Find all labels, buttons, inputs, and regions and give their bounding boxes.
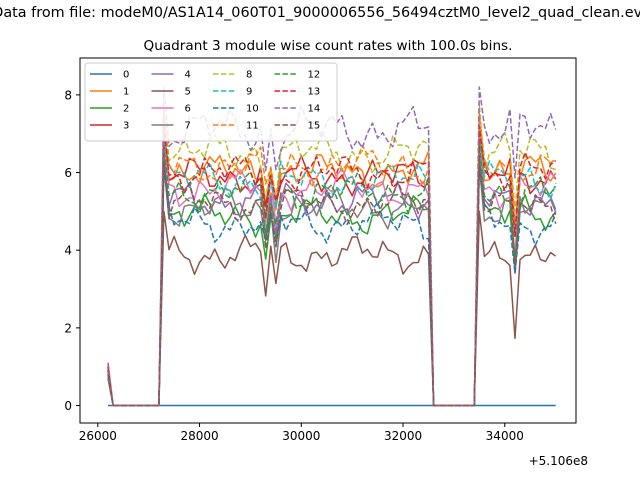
legend-label-7: 7 — [185, 121, 191, 132]
x-tick-label-32000: 32000 — [384, 429, 422, 443]
legend-label-2: 2 — [123, 104, 129, 115]
legend-label-14: 14 — [308, 104, 321, 115]
y-tick-label-2: 2 — [64, 321, 72, 335]
plot-area: 26000 28000 30000 32000 34000024680123456789… — [64, 57, 577, 443]
x-tick-label-28000: 28000 — [180, 429, 218, 443]
legend-label-12: 12 — [308, 70, 321, 81]
chart-title: Quadrant 3 module wise count rates with … — [144, 38, 513, 54]
series-line-14 — [107, 86, 557, 407]
legend-label-11: 11 — [246, 121, 259, 132]
legend-label-1: 1 — [123, 87, 129, 98]
legend-label-6: 6 — [185, 104, 191, 115]
legend-label-9: 9 — [246, 87, 252, 98]
legend-label-0: 0 — [123, 70, 129, 81]
y-tick-label-6: 6 — [64, 166, 72, 180]
plot-frame — [79, 57, 577, 424]
series-line-5 — [107, 210, 557, 407]
series-lines — [107, 86, 557, 407]
legend-label-5: 5 — [185, 87, 191, 98]
x-tick-label-26000: 26000 — [79, 429, 117, 443]
series-line-3 — [107, 136, 557, 407]
x-tick-label-34000: 34000 — [486, 429, 524, 443]
x-axis-offset-label: +5.106e8 — [529, 454, 588, 468]
legend-label-8: 8 — [246, 70, 252, 81]
legend-label-4: 4 — [185, 70, 191, 81]
series-line-15 — [107, 160, 557, 407]
series-line-11 — [107, 113, 557, 407]
series-line-12 — [107, 144, 557, 407]
series-line-8 — [107, 101, 556, 407]
legend-box — [84, 62, 338, 142]
legend-label-3: 3 — [123, 121, 129, 132]
figure-suptitle: Data from file: modeM0/AS1A14_060T01_900… — [0, 5, 640, 21]
series-line-6 — [107, 140, 557, 407]
x-tick-label-30000: 30000 — [282, 429, 320, 443]
legend-label-10: 10 — [246, 104, 259, 115]
series-line-10 — [107, 167, 557, 407]
y-tick-label-4: 4 — [64, 244, 72, 258]
series-line-13 — [107, 125, 557, 407]
legend-label-15: 15 — [308, 121, 321, 132]
y-tick-label-0: 0 — [64, 399, 72, 413]
legend-label-13: 13 — [308, 87, 321, 98]
y-tick-label-8: 8 — [64, 88, 72, 102]
